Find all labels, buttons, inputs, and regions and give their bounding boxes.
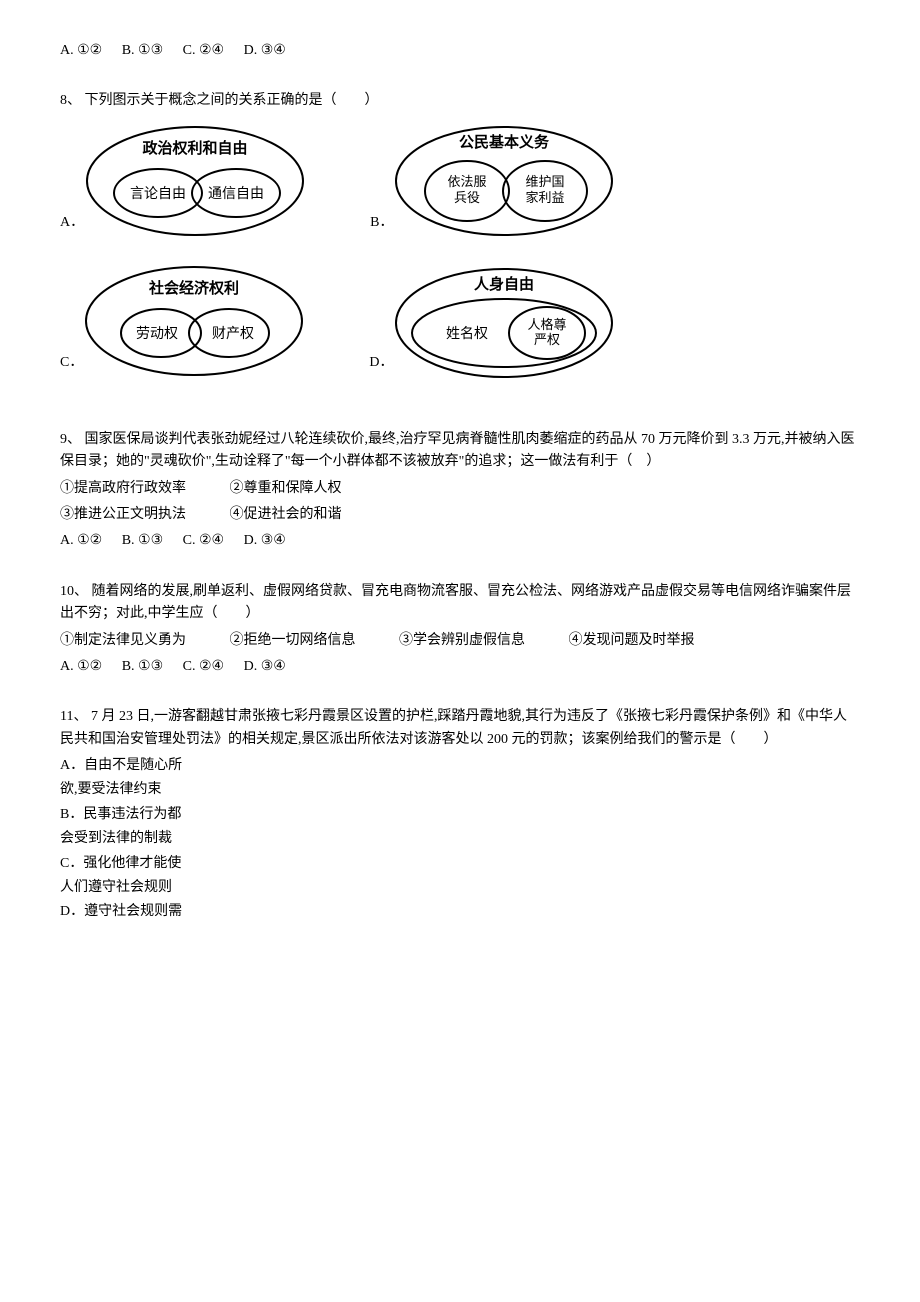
q11-opt-a-1: A．自由不是随心所	[60, 755, 860, 777]
inner-left-d: 姓名权	[446, 326, 488, 342]
q10-opt-c: C. ②④	[183, 659, 224, 674]
q9-stem: 9、 国家医保局谈判代表张劲妮经过八轮连续砍价,最终,治疗罕见病脊髓性肌肉萎缩症…	[60, 429, 860, 474]
inner-right-b-1: 维护国	[526, 174, 565, 189]
q7-opt-d: D. ③④	[244, 43, 286, 58]
outer-label-b: 公民基本义务	[459, 133, 550, 151]
q8-diagram-a: A． 政治权利和自由 言论自由 通信自由	[60, 121, 310, 241]
venn-diagram-b: 公民基本义务 依法服 兵役 维护国 家利益	[389, 121, 619, 241]
venn-diagram-d: 人身自由 姓名权 人格尊 严权	[389, 261, 619, 381]
outer-label-a: 政治权利和自由	[143, 139, 248, 157]
q11-opt-b-2: 会受到法律的制裁	[60, 828, 860, 850]
q8-diagram-c: C． 社会经济权利 劳动权 财产权	[60, 261, 309, 381]
q10-sub2: ②拒绝一切网络信息	[230, 633, 356, 648]
q10-sub4: ④发现问题及时举报	[569, 633, 695, 648]
q9-sub1: ①提高政府行政效率	[60, 481, 186, 496]
q11-opt-d-1: D．遵守社会规则需	[60, 901, 860, 923]
q10-opt-a: A. ①②	[60, 659, 102, 674]
q11-opt-c-2: 人们遵守社会规则	[60, 877, 860, 899]
venn-diagram-c: 社会经济权利 劳动权 财产权	[79, 261, 309, 381]
q10-sub3: ③学会辨别虚假信息	[399, 633, 525, 648]
q9-opt-d: D. ③④	[244, 533, 286, 548]
q9-sub4: ④促进社会的和谐	[230, 507, 342, 522]
inner-left-b-1: 依法服	[448, 174, 487, 189]
q8-diagram-d: D． 人身自由 姓名权 人格尊 严权	[369, 261, 619, 381]
q9-opt-a: A. ①②	[60, 533, 102, 548]
q7-opt-b: B. ①③	[122, 43, 163, 58]
q8-diagram-b: B． 公民基本义务 依法服 兵役 维护国 家利益	[370, 121, 619, 241]
q9-subs-row2: ③推进公正文明执法 ④促进社会的和谐	[60, 504, 860, 526]
inner-right-d-2: 严权	[534, 332, 560, 347]
q10-opt-b: B. ①③	[122, 659, 163, 674]
q10-options: A. ①② B. ①③ C. ②④ D. ③④	[60, 656, 860, 678]
inner-right-b-2: 家利益	[526, 190, 565, 205]
q7-opt-c: C. ②④	[183, 43, 224, 58]
q10-stem: 10、 随着网络的发展,刷单返利、虚假网络贷款、冒充电商物流客服、冒充公检法、网…	[60, 581, 860, 626]
q8-stem: 8、 下列图示关于概念之间的关系正确的是（ ）	[60, 90, 860, 112]
inner-left-b-2: 兵役	[454, 190, 480, 205]
q7-opt-a: A. ①②	[60, 43, 102, 58]
outer-label-c: 社会经济权利	[148, 279, 239, 297]
q10-subs: ①制定法律见义勇为 ②拒绝一切网络信息 ③学会辨别虚假信息 ④发现问题及时举报	[60, 630, 860, 652]
q9-sub3: ③推进公正文明执法	[60, 507, 186, 522]
inner-right-d-1: 人格尊	[528, 317, 567, 332]
inner-left-c: 劳动权	[136, 326, 178, 342]
q10-sub1: ①制定法律见义勇为	[60, 633, 186, 648]
venn-diagram-a: 政治权利和自由 言论自由 通信自由	[80, 121, 310, 241]
q11-stem: 11、 7 月 23 日,一游客翻越甘肃张掖七彩丹霞景区设置的护栏,踩踏丹霞地貌…	[60, 706, 860, 751]
inner-left-a: 言论自由	[130, 186, 186, 202]
q11-opt-a-2: 欲,要受法律约束	[60, 779, 860, 801]
q9-sub2: ②尊重和保障人权	[230, 481, 342, 496]
outer-label-d: 人身自由	[474, 275, 534, 293]
inner-right-a: 通信自由	[208, 186, 264, 202]
inner-right-c: 财产权	[212, 326, 254, 342]
q11-opt-b-1: B．民事违法行为都	[60, 804, 860, 826]
q7-options: A. ①② B. ①③ C. ②④ D. ③④	[60, 40, 860, 62]
q9-options: A. ①② B. ①③ C. ②④ D. ③④	[60, 530, 860, 552]
q10-opt-d: D. ③④	[244, 659, 286, 674]
q8-diagram-row-2: C． 社会经济权利 劳动权 财产权 D． 人身自由 姓名权 人格尊 严权	[60, 261, 860, 381]
q9-subs-row1: ①提高政府行政效率 ②尊重和保障人权	[60, 478, 860, 500]
q11-opt-c-1: C．强化他律才能使	[60, 853, 860, 875]
q9-opt-b: B. ①③	[122, 533, 163, 548]
q11-options: A．自由不是随心所 欲,要受法律约束 B．民事违法行为都 会受到法律的制裁 C．…	[60, 755, 860, 924]
q8-diagram-row-1: A． 政治权利和自由 言论自由 通信自由 B． 公民基本义务 依法服 兵役 维护…	[60, 121, 860, 241]
q9-opt-c: C. ②④	[183, 533, 224, 548]
